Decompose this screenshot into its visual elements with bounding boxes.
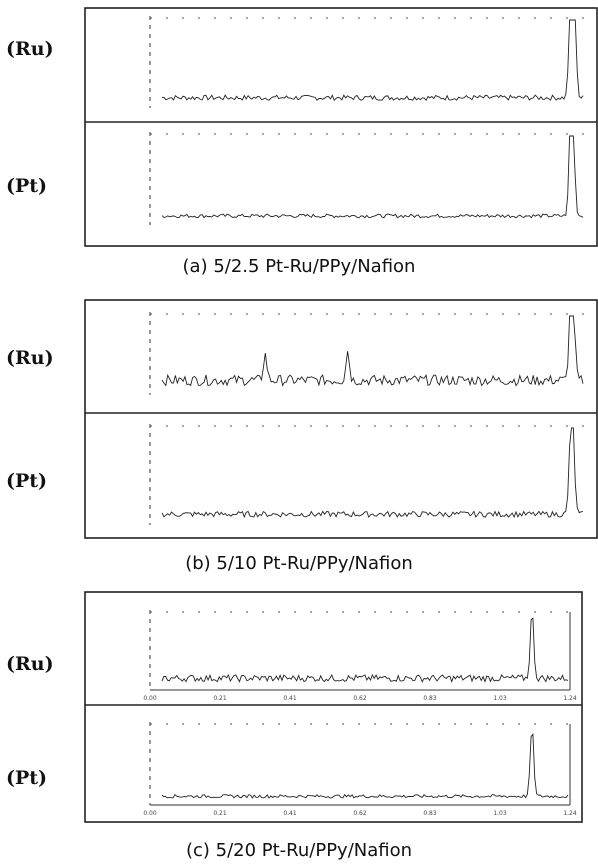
spectrum-trace — [161, 135, 584, 219]
x-tick-label: 1.24 — [563, 810, 577, 817]
trace-label-b-ru: (Ru) — [6, 347, 54, 369]
x-tick-label: 0.41 — [283, 810, 297, 817]
panel-caption-b: (b) 5/10 Pt-Ru/PPy/Nafion — [185, 553, 413, 574]
spectrum-trace — [161, 19, 584, 101]
trace-label-a-ru: (Ru) — [6, 38, 54, 60]
spectrum-trace — [161, 315, 584, 387]
spectrum-trace — [161, 733, 569, 799]
x-tick-label: 0.83 — [423, 695, 437, 702]
trace-label-c-pt: (Pt) — [6, 767, 48, 789]
x-tick-label: 0.00 — [143, 810, 157, 817]
x-tick-label: 1.24 — [563, 695, 577, 702]
x-tick-label: 0.21 — [213, 810, 227, 817]
spectrum-trace — [161, 427, 584, 519]
x-tick-label: 0.62 — [353, 810, 367, 817]
trace-label-a-pt: (Pt) — [6, 175, 48, 197]
panel-caption-c: (c) 5/20 Pt-Ru/PPy/Nafion — [185, 840, 413, 861]
x-tick-label: 0.83 — [423, 810, 437, 817]
x-tick-label: 1.03 — [493, 695, 507, 702]
trace-label-c-ru: (Ru) — [6, 653, 54, 675]
x-tick-label: 0.41 — [283, 695, 297, 702]
x-tick-label: 0.21 — [213, 695, 227, 702]
panel-frame-0 — [84, 7, 598, 247]
panel-frame-1 — [84, 299, 598, 539]
x-tick-label: 0.62 — [353, 695, 367, 702]
panel-frame-2 — [84, 591, 583, 823]
x-tick-label: 1.03 — [493, 810, 507, 817]
panel-caption-a: (a) 5/2.5 Pt-Ru/PPy/Nafion — [182, 256, 416, 277]
x-tick-label: 0.00 — [143, 695, 157, 702]
trace-label-b-pt: (Pt) — [6, 470, 48, 492]
spectrum-trace — [161, 617, 569, 683]
